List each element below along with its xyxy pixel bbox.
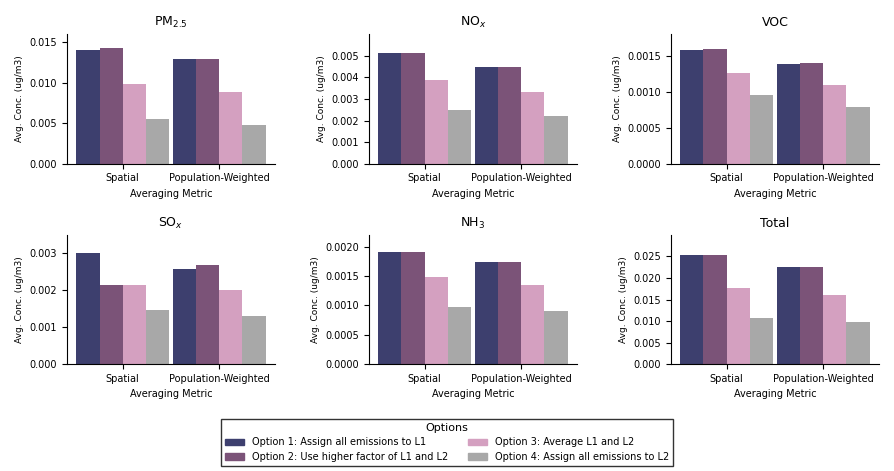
- Bar: [475, 67, 498, 164]
- X-axis label: Averaging Metric: Averaging Metric: [130, 390, 213, 399]
- Bar: [544, 116, 568, 164]
- Title: PM$_{2.5}$: PM$_{2.5}$: [154, 15, 188, 30]
- Title: VOC: VOC: [762, 16, 789, 29]
- Bar: [823, 295, 847, 364]
- Bar: [448, 110, 471, 164]
- Bar: [800, 63, 823, 164]
- Bar: [680, 50, 704, 164]
- Y-axis label: Avg. Conc. (ug/m3): Avg. Conc. (ug/m3): [317, 56, 326, 142]
- Bar: [242, 125, 266, 164]
- Title: Total: Total: [760, 217, 789, 229]
- Bar: [378, 53, 401, 164]
- Bar: [401, 53, 425, 164]
- Title: NH$_3$: NH$_3$: [460, 216, 485, 231]
- Bar: [847, 322, 870, 364]
- X-axis label: Averaging Metric: Averaging Metric: [432, 189, 514, 199]
- Bar: [76, 253, 99, 364]
- Bar: [378, 252, 401, 364]
- Bar: [498, 262, 521, 364]
- Y-axis label: Avg. Conc. (ug/m3): Avg. Conc. (ug/m3): [311, 256, 320, 343]
- Bar: [727, 288, 750, 364]
- Bar: [122, 285, 146, 364]
- Bar: [800, 267, 823, 364]
- Bar: [425, 277, 448, 364]
- X-axis label: Averaging Metric: Averaging Metric: [130, 189, 213, 199]
- X-axis label: Averaging Metric: Averaging Metric: [734, 189, 816, 199]
- Bar: [544, 311, 568, 364]
- Bar: [173, 269, 196, 364]
- X-axis label: Averaging Metric: Averaging Metric: [734, 390, 816, 399]
- Bar: [727, 73, 750, 164]
- Bar: [196, 58, 219, 164]
- Bar: [122, 84, 146, 164]
- Legend: Option 1: Assign all emissions to L1, Option 2: Use higher factor of L1 and L2, : Option 1: Assign all emissions to L1, Op…: [221, 419, 673, 466]
- Bar: [146, 119, 169, 164]
- Bar: [777, 267, 800, 364]
- Bar: [448, 307, 471, 364]
- Bar: [704, 255, 727, 364]
- Bar: [219, 290, 242, 364]
- Bar: [99, 48, 122, 164]
- Bar: [173, 58, 196, 164]
- Bar: [847, 107, 870, 164]
- Y-axis label: Avg. Conc. (ug/m3): Avg. Conc. (ug/m3): [619, 256, 628, 343]
- Bar: [196, 265, 219, 364]
- Y-axis label: Avg. Conc. (ug/m3): Avg. Conc. (ug/m3): [15, 256, 24, 343]
- Bar: [823, 85, 847, 164]
- Bar: [680, 255, 704, 364]
- Bar: [521, 285, 544, 364]
- Bar: [401, 252, 425, 364]
- Bar: [242, 316, 266, 364]
- Y-axis label: Avg. Conc. (ug/m3): Avg. Conc. (ug/m3): [15, 56, 24, 142]
- Title: SO$_x$: SO$_x$: [158, 216, 183, 231]
- Bar: [475, 262, 498, 364]
- Bar: [425, 81, 448, 164]
- Bar: [777, 64, 800, 164]
- Bar: [146, 309, 169, 364]
- Y-axis label: Avg. Conc. (ug/m3): Avg. Conc. (ug/m3): [612, 56, 621, 142]
- Bar: [498, 67, 521, 164]
- Bar: [750, 96, 773, 164]
- Bar: [704, 49, 727, 164]
- Bar: [750, 318, 773, 364]
- Bar: [219, 92, 242, 164]
- Bar: [99, 285, 122, 364]
- X-axis label: Averaging Metric: Averaging Metric: [432, 390, 514, 399]
- Title: NO$_x$: NO$_x$: [460, 15, 486, 30]
- Bar: [521, 92, 544, 164]
- Bar: [76, 50, 99, 164]
